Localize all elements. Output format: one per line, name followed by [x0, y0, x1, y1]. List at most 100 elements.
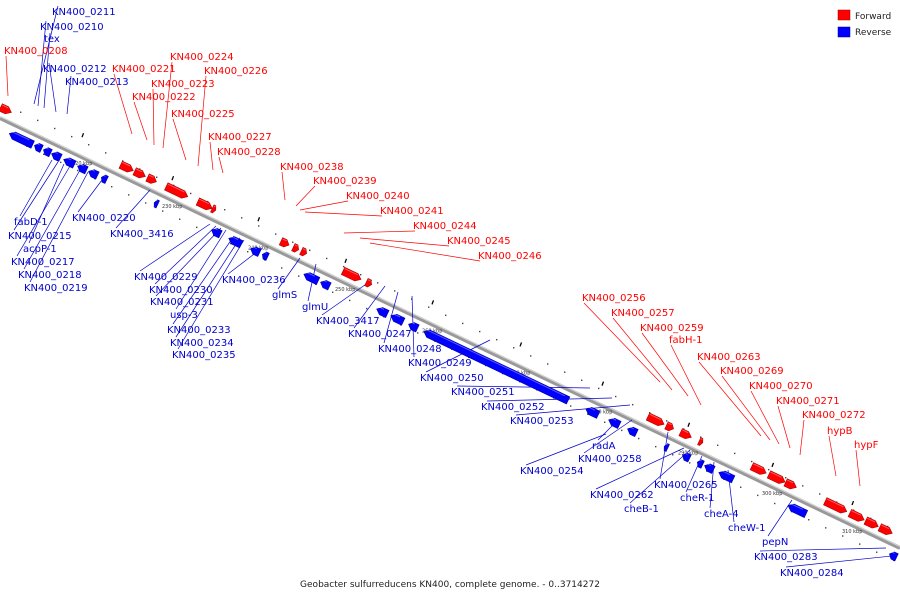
genome-backbone — [0, 116, 900, 550]
backbone-dot — [428, 306, 430, 308]
reverse-leader-line — [13, 161, 59, 231]
reverse-leader-line — [277, 257, 301, 290]
forward-gene-label: KN400_0221 — [112, 64, 176, 75]
reverse-gene-label: KN400_0211 — [52, 7, 116, 18]
gene-body — [164, 182, 189, 199]
reverse-gene-arrow — [8, 130, 35, 149]
tick-mark — [344, 258, 348, 264]
gene-body — [228, 236, 244, 249]
reverse-gene-arrow — [51, 150, 63, 162]
forward-leader-line — [113, 73, 133, 135]
backbone-dot — [292, 241, 294, 243]
reverse-gene-label: KN400_0230 — [149, 285, 213, 296]
forward-leader-line — [152, 88, 155, 146]
forward-gene-arrow — [0, 103, 12, 115]
forward-leader-line — [197, 75, 207, 167]
legend-reverse-label: Reverse — [855, 28, 892, 38]
forward-leader-line — [698, 361, 762, 437]
backbone-dot — [740, 486, 742, 488]
gene-shine — [44, 146, 49, 150]
reverse-gene-label: radA — [592, 441, 616, 452]
forward-gene-arrow — [195, 197, 213, 211]
backbone-dot — [156, 176, 158, 178]
backbone-dot — [785, 477, 787, 479]
forward-gene-label: KN400_0270 — [749, 381, 813, 392]
gene-body — [823, 497, 848, 514]
genome-backbone-highlight — [0, 116, 900, 547]
leader-lines — [5, 5, 893, 568]
gene-body — [645, 412, 665, 427]
backbone-dot — [247, 251, 249, 253]
reverse-leader-line — [321, 279, 373, 316]
reverse-gene-arrow — [303, 271, 321, 285]
backbone-dot — [530, 355, 532, 357]
gene-shine — [683, 452, 688, 455]
reverse-leader-line — [77, 175, 106, 213]
gene-shine — [213, 205, 216, 208]
backbone-dot — [547, 363, 549, 365]
gene-labels: KN400_0208 KN400_0221 KN400_0222 KN400_0223… — [4, 7, 879, 579]
gene-body — [889, 551, 899, 562]
legend-forward-swatch — [837, 9, 851, 21]
tick-mark — [519, 342, 523, 347]
gene-body — [364, 278, 372, 288]
reverse-gene-label: KN400_0218 — [18, 270, 82, 281]
backbone-dot — [77, 169, 79, 172]
backbone-dot — [825, 527, 827, 529]
reverse-gene-label: KN400_0212 — [43, 64, 107, 75]
backbone-dot — [275, 233, 277, 235]
forward-leader-line — [133, 101, 148, 141]
gene-shine — [321, 279, 327, 283]
gene-shine — [787, 479, 794, 484]
reverse-leader-line — [177, 239, 245, 350]
gene-body — [210, 204, 217, 214]
gene-body — [88, 169, 100, 180]
reverse-leader-line — [515, 404, 631, 416]
reverse-gene-arrow — [43, 146, 53, 158]
forward-gene-arrow — [340, 266, 362, 282]
backbone-dot — [768, 468, 770, 471]
gene-shine — [136, 168, 143, 173]
backbone-dot — [632, 403, 634, 406]
reverse-gene-arrow — [423, 328, 571, 405]
backbone-dot — [587, 413, 589, 415]
gene-body — [627, 426, 639, 438]
gene-body — [877, 523, 893, 536]
gene-shine — [35, 142, 40, 146]
backbone-dot — [128, 194, 130, 196]
forward-leader-line — [5, 55, 9, 97]
gene-body — [262, 251, 270, 261]
forward-gene-arrow — [678, 428, 692, 440]
backbone-dot — [672, 454, 674, 456]
backbone-dot — [309, 249, 311, 252]
forward-leader-line — [855, 449, 861, 487]
tick-mark — [171, 175, 175, 181]
forward-gene-arrow — [299, 247, 307, 257]
reverse-leader-line — [23, 169, 81, 270]
backbone-dot — [54, 127, 56, 130]
tick-mark — [851, 500, 855, 506]
reverse-gene-label: glmU — [302, 302, 328, 313]
reverse-leader-line — [759, 547, 887, 552]
forward-gene-label: KN400_0208 — [4, 46, 68, 57]
reverse-leader-line — [154, 225, 217, 285]
gene-body — [145, 173, 157, 184]
forward-gene-label: KN400_0238 — [280, 162, 344, 173]
reverse-gene-label: KN400_0231 — [150, 297, 214, 308]
reverse-gene-label: KN400_0253 — [510, 416, 574, 427]
backbone-dot — [179, 218, 181, 220]
reverse-leader-line — [175, 229, 227, 310]
forward-gene-arrow — [697, 437, 704, 446]
forward-gene-arrow — [664, 421, 674, 432]
tick-label: 280 kbp — [592, 410, 612, 416]
reverse-gene-label: KN400_0262 — [590, 490, 654, 501]
forward-gene-arrow — [145, 173, 157, 184]
gene-body — [278, 237, 290, 248]
reverse-gene-arrow — [320, 279, 332, 291]
reverse-gene-label: KN400_0236 — [222, 275, 286, 286]
gene-body — [8, 131, 35, 149]
forward-gene-arrow — [823, 497, 848, 514]
gene-shine — [770, 471, 783, 478]
gene-body — [51, 151, 63, 162]
gene-shine — [199, 198, 210, 205]
